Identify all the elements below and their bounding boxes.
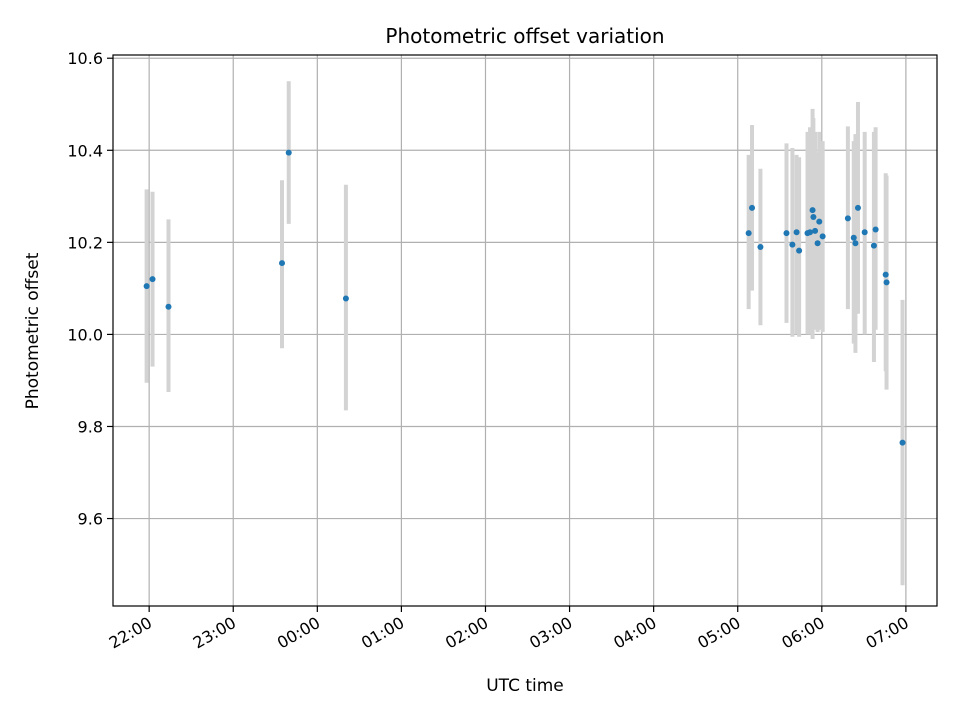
data-point: [796, 247, 803, 254]
y-tick-label: 10.2: [67, 233, 103, 252]
data-point: [793, 229, 800, 236]
data-point: [812, 227, 819, 234]
data-point: [899, 439, 906, 446]
data-point: [165, 303, 172, 310]
data-points: [143, 149, 906, 446]
data-point: [872, 226, 879, 233]
data-point: [883, 279, 890, 286]
data-point: [149, 276, 156, 283]
data-point: [809, 207, 816, 214]
data-point: [749, 204, 756, 211]
x-axis-label: UTC time: [486, 676, 564, 696]
plot-frame: [112, 54, 938, 607]
data-point: [789, 241, 796, 248]
data-point: [850, 234, 857, 241]
y-tick-label: 10.4: [67, 141, 103, 160]
data-point: [861, 229, 868, 236]
y-tick-label: 10.6: [67, 49, 103, 68]
data-point: [285, 149, 292, 156]
y-tick-label: 9.6: [78, 510, 103, 529]
data-point: [819, 233, 826, 240]
y-tick-label: 9.8: [78, 417, 103, 436]
data-point: [854, 204, 861, 211]
chart-title: Photometric offset variation: [385, 24, 664, 48]
data-point: [882, 271, 889, 278]
y-axis-ticks: 9.6 9.8 10.0 10.2 10.4 10.6: [67, 49, 113, 529]
data-point: [844, 215, 851, 222]
data-point: [870, 242, 877, 249]
data-point: [816, 218, 823, 225]
data-point: [814, 240, 821, 247]
data-point: [807, 229, 814, 236]
y-tick-label: 10.0: [67, 325, 103, 344]
data-point: [810, 214, 817, 221]
data-point: [852, 240, 859, 247]
data-point: [342, 295, 349, 302]
y-axis-label: Photometric offset: [23, 252, 43, 409]
data-point: [143, 283, 150, 290]
data-point: [745, 230, 752, 237]
data-point: [757, 243, 764, 250]
data-point: [783, 230, 790, 237]
data-point: [279, 260, 286, 267]
x-axis-ticks: 22:00 23:00 00:00 01:00 02:00 03:00 04:00 05:00…: [106, 606, 912, 653]
